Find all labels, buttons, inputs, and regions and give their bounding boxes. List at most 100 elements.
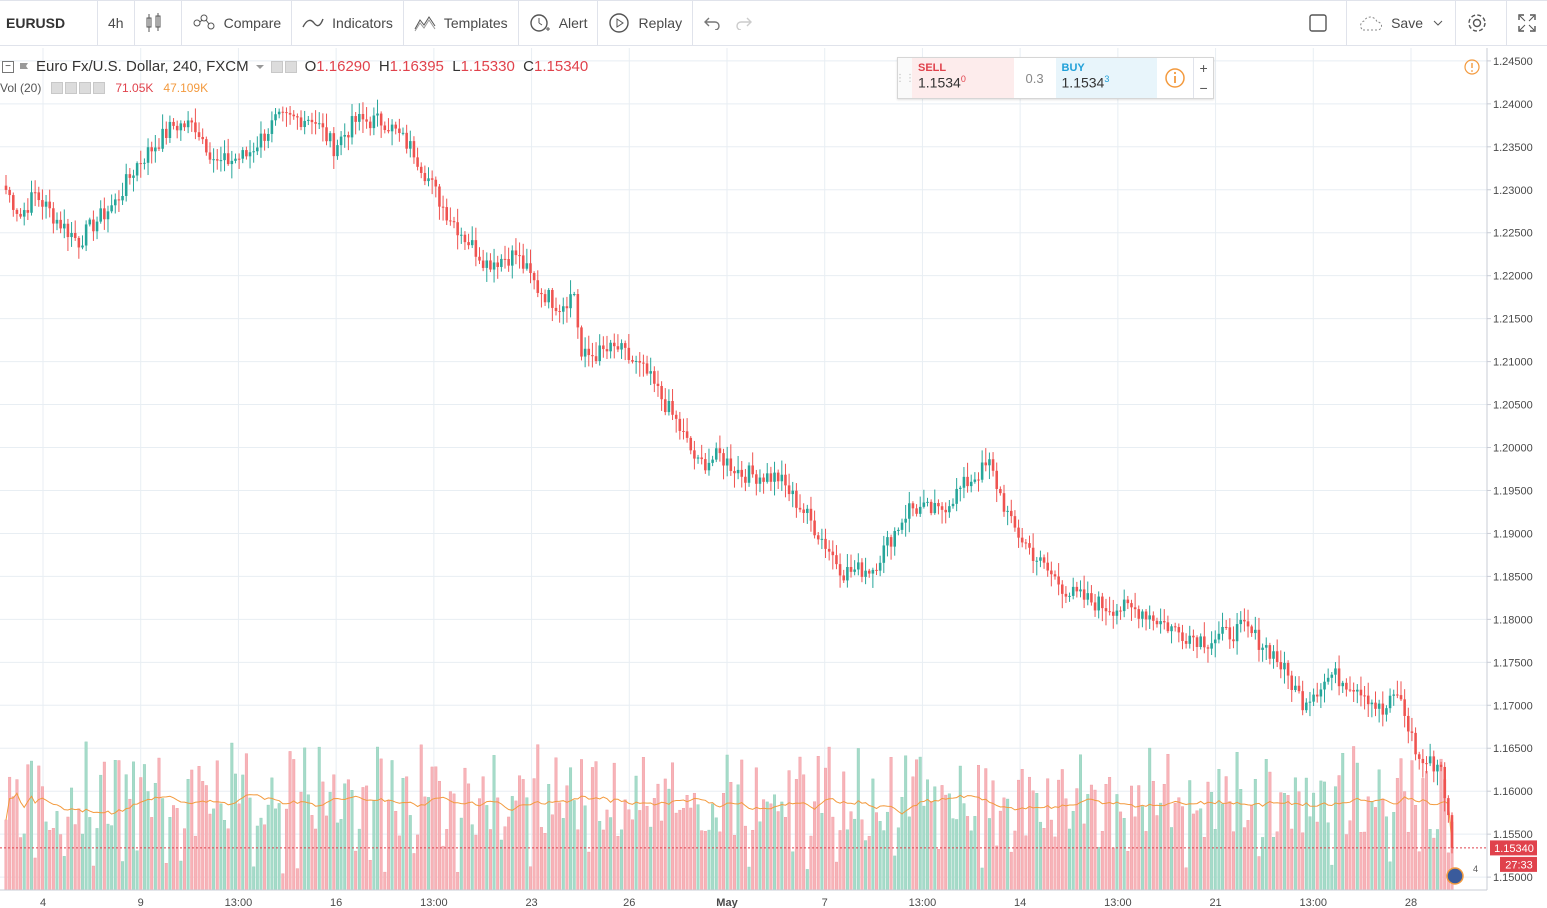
vol-eye-icon[interactable] bbox=[51, 82, 64, 94]
volume-bar bbox=[565, 785, 569, 891]
time-tick-label: 13:00 bbox=[909, 897, 937, 908]
drag-handle-icon[interactable]: ⋮⋮ bbox=[895, 58, 915, 98]
save-button[interactable]: Save bbox=[1346, 1, 1455, 45]
candle-body bbox=[645, 363, 649, 374]
volume-bar bbox=[1097, 846, 1101, 891]
volume-bar bbox=[1399, 758, 1403, 891]
chart-style-button[interactable] bbox=[135, 1, 182, 45]
candle-body bbox=[22, 210, 26, 217]
vol-add-icon[interactable] bbox=[79, 82, 92, 94]
candle-body bbox=[1152, 615, 1155, 621]
candle-body bbox=[347, 135, 350, 138]
undo-icon[interactable] bbox=[703, 16, 721, 30]
candle-body bbox=[503, 258, 507, 260]
volume-bar bbox=[223, 820, 227, 891]
volume-bar bbox=[339, 819, 343, 891]
volume-bar bbox=[255, 825, 259, 891]
price-tick-label: 1.24000 bbox=[1493, 99, 1533, 111]
fullscreen-layout-button[interactable] bbox=[1298, 1, 1346, 45]
candle-body bbox=[390, 124, 394, 132]
volume-bar bbox=[1060, 769, 1064, 891]
candle-body bbox=[980, 462, 984, 480]
plus-icon[interactable]: + bbox=[1199, 60, 1208, 76]
info-icon[interactable] bbox=[1157, 58, 1193, 98]
candle-body bbox=[1275, 651, 1279, 663]
volume-bar bbox=[1024, 835, 1028, 891]
candle-body bbox=[19, 213, 22, 217]
candle-body bbox=[95, 221, 99, 232]
candle-body bbox=[795, 490, 798, 508]
vol-settings-icon[interactable] bbox=[65, 82, 78, 94]
volume-bar bbox=[743, 825, 747, 891]
volume-bar bbox=[1173, 802, 1177, 891]
collapse-icon[interactable]: − bbox=[2, 60, 14, 73]
settings-button[interactable] bbox=[1455, 1, 1506, 45]
volume-bar bbox=[70, 787, 74, 891]
price-tick-label: 1.24500 bbox=[1493, 56, 1533, 68]
interval-label: 4h bbox=[108, 15, 124, 31]
candle-body bbox=[572, 294, 576, 296]
volume-bar bbox=[856, 748, 860, 891]
candle-body bbox=[816, 535, 820, 540]
candle-body bbox=[33, 192, 37, 194]
redo-icon[interactable] bbox=[735, 16, 753, 30]
candle-body bbox=[962, 476, 966, 488]
legend-chevron-icon[interactable] bbox=[255, 63, 265, 71]
symbol-search[interactable]: EURUSD bbox=[0, 1, 98, 45]
time-tick-label: 26 bbox=[623, 897, 635, 908]
volume-bar bbox=[722, 793, 726, 891]
candle-body bbox=[281, 111, 285, 113]
volume-bar bbox=[59, 834, 63, 891]
volume-title[interactable]: Vol (20) bbox=[0, 81, 42, 95]
eye-icon[interactable] bbox=[270, 60, 283, 73]
compare-button[interactable]: Compare bbox=[182, 1, 293, 45]
volume-bar bbox=[652, 798, 656, 891]
volume-bar bbox=[113, 760, 117, 891]
buy-button[interactable]: BUY 1.15343 bbox=[1055, 58, 1158, 98]
candle-body bbox=[423, 172, 427, 182]
volume-bar bbox=[532, 778, 536, 891]
volume-bar bbox=[1155, 815, 1159, 891]
volume-bar bbox=[33, 857, 37, 891]
volume-bar bbox=[488, 829, 492, 891]
sell-button[interactable]: SELL 1.15340 bbox=[912, 58, 1014, 98]
candle-body bbox=[755, 474, 758, 484]
replay-button[interactable]: Replay bbox=[598, 1, 694, 45]
candle-body bbox=[605, 349, 609, 352]
candle-body bbox=[419, 166, 423, 173]
candle-body bbox=[1414, 732, 1417, 755]
ohlc-values: O1.16290 H1.16395 L1.15330 C1.15340 bbox=[304, 58, 589, 75]
volume-bar bbox=[1312, 792, 1316, 891]
vol-close-icon[interactable] bbox=[93, 82, 106, 94]
volume-bar bbox=[306, 794, 310, 891]
templates-button[interactable]: Templates bbox=[404, 1, 519, 45]
volume-bar bbox=[987, 818, 991, 891]
candle-body bbox=[1057, 576, 1060, 585]
volume-bar bbox=[1257, 856, 1261, 891]
candle-body bbox=[339, 136, 343, 146]
symbol-title[interactable]: Euro Fx/U.S. Dollar, 240, FXCM bbox=[36, 58, 249, 75]
candle-body bbox=[139, 163, 143, 165]
volume-bar bbox=[962, 803, 966, 891]
minus-icon[interactable]: − bbox=[1199, 80, 1208, 96]
volume-bar bbox=[539, 827, 543, 891]
candle-body bbox=[853, 569, 856, 572]
settings-mini-icon[interactable] bbox=[284, 60, 297, 73]
volume-bar bbox=[612, 762, 616, 891]
interval-button[interactable]: 4h bbox=[98, 1, 135, 45]
alert-button[interactable]: Alert bbox=[519, 1, 599, 45]
fullscreen-button[interactable] bbox=[1506, 1, 1547, 45]
candle-body bbox=[394, 124, 398, 129]
candle-body bbox=[179, 123, 183, 131]
volume-bar bbox=[958, 765, 962, 891]
candle-body bbox=[416, 157, 419, 167]
volume-bar bbox=[175, 808, 179, 891]
volume-bar bbox=[77, 808, 81, 891]
candle-body bbox=[401, 132, 405, 134]
volume-bar bbox=[762, 799, 766, 891]
candle-body bbox=[835, 555, 838, 565]
indicators-button[interactable]: Indicators bbox=[292, 1, 404, 45]
quantity-stepper[interactable]: + − bbox=[1193, 58, 1213, 98]
volume-bar bbox=[110, 825, 114, 891]
